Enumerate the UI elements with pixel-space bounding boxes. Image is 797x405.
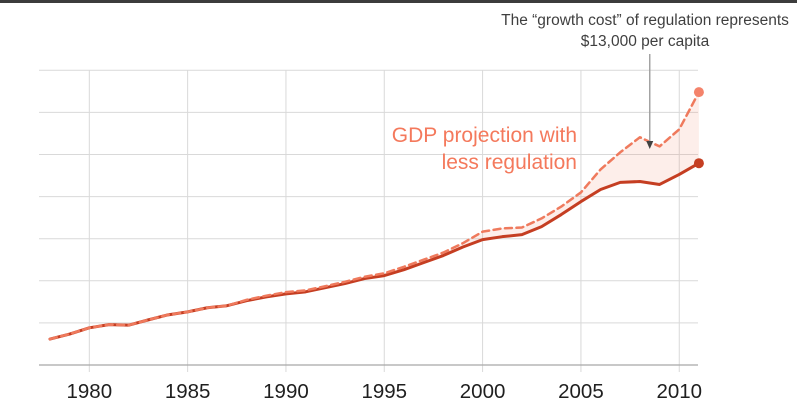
annotation-line-2: $13,000 per capita	[580, 33, 710, 50]
x-tick-label: 1980	[66, 380, 112, 403]
projection-gdp-line	[48, 90, 701, 341]
actual-gdp-line	[48, 161, 701, 341]
projection-series-label: GDP projection with less regulation	[277, 122, 577, 176]
gridlines	[39, 69, 698, 372]
annotation-line-1: The “growth cost” of regulation represen…	[501, 12, 789, 29]
x-tick-label: 2005	[558, 380, 604, 403]
x-tick-label: 2010	[656, 380, 702, 403]
projection-label-line-1: GDP projection with	[391, 124, 577, 147]
annotation-arrow	[646, 54, 654, 149]
actual-gdp-endpoint-dot	[693, 158, 704, 169]
x-tick-label: 1995	[361, 380, 407, 403]
x-axis-tick-labels: 1980 1985 1990 1995 2000 2005 2010	[66, 380, 702, 403]
x-tick-label: 2000	[460, 380, 506, 403]
x-tick-label: 1985	[165, 380, 211, 403]
top-border-bar	[0, 0, 797, 3]
projection-label-line-2: less regulation	[441, 151, 577, 174]
projection-endpoint-dot	[693, 87, 704, 98]
growth-cost-annotation: The “growth cost” of regulation represen…	[478, 10, 797, 52]
x-tick-label: 1990	[263, 380, 309, 403]
